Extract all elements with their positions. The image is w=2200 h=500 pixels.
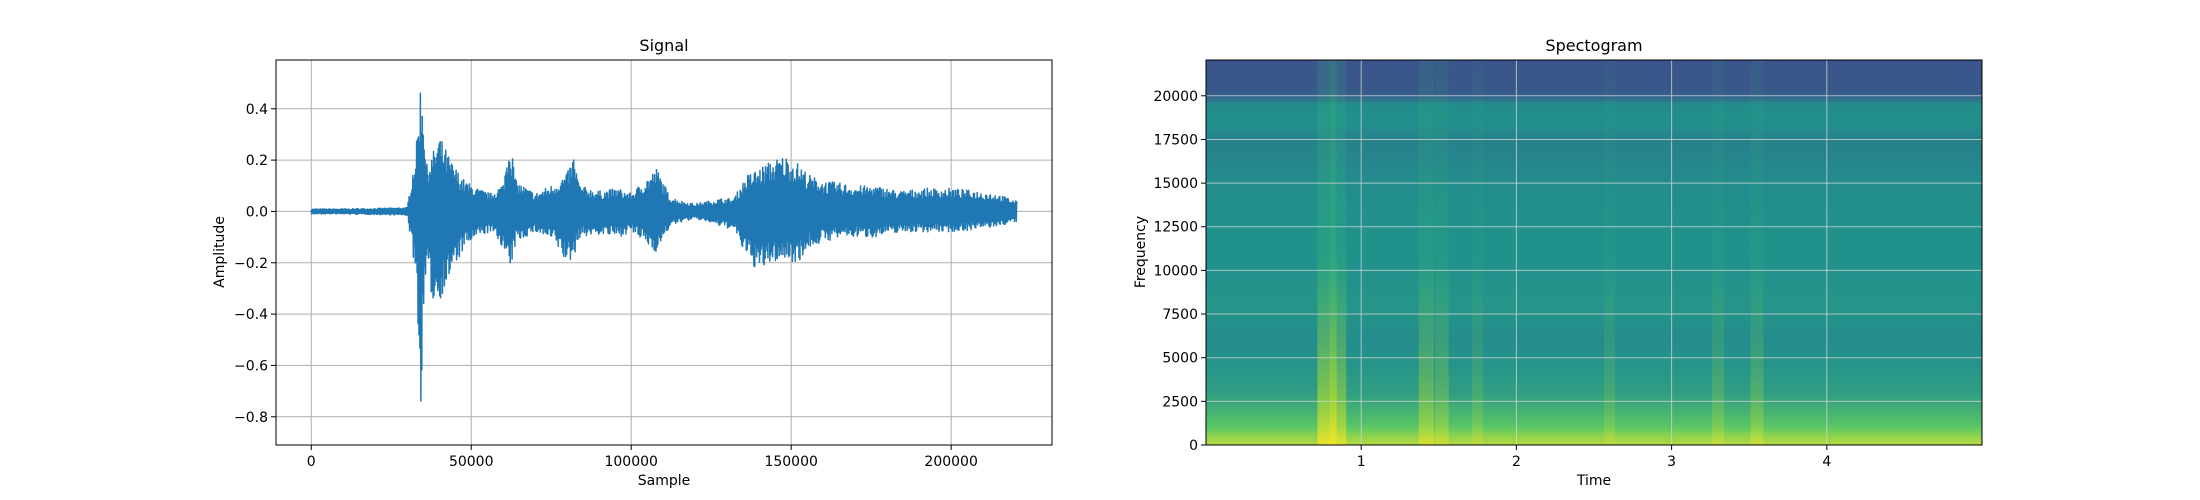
signal-title: Signal [639, 36, 688, 55]
spectrogram-y-tick-label: 7500 [1162, 307, 1198, 323]
spectrogram-x-tick-label: 1 [1357, 454, 1366, 470]
spectrogram-event-band [1603, 60, 1616, 445]
signal-y-tick-label: 0.4 [246, 102, 268, 118]
spectrogram-y-tick-label: 15000 [1153, 176, 1198, 192]
signal-plot-background [276, 60, 1052, 445]
signal-x-tick-label: 200000 [924, 454, 977, 470]
spectrogram-event-band [1435, 60, 1449, 445]
spectrogram-x-tick-label: 3 [1667, 454, 1676, 470]
spectrogram-y-tick-label: 12500 [1153, 220, 1198, 236]
signal-x-ticks: 0 50000 100000 150000 200000 [307, 445, 978, 470]
spectrogram-y-tick-label: 5000 [1162, 351, 1198, 367]
signal-y-tick-label: −0.4 [234, 307, 268, 323]
spectrogram-event-band [1750, 60, 1764, 445]
spectrogram-gridlines [1206, 60, 1982, 445]
signal-plot-frame [275, 59, 1053, 446]
spectrogram-events [1317, 60, 1764, 445]
spectrogram-event-band [1712, 60, 1725, 445]
signal-waveform-line [310, 92, 1018, 402]
spectrogram-x-tick-label: 2 [1512, 454, 1521, 470]
spectrogram-y-tick-label: 20000 [1153, 89, 1198, 105]
spectrogram-y-tick-label: 17500 [1153, 132, 1198, 148]
spectrogram-y-tick-label: 0 [1189, 438, 1198, 454]
spectrogram-title: Spectogram [1545, 36, 1642, 55]
spectrogram-y-tick-label: 2500 [1162, 394, 1198, 410]
signal-x-tick-label: 150000 [764, 454, 817, 470]
signal-x-tick-label: 50000 [449, 454, 494, 470]
signal-y-axis-label: Amplitude [212, 216, 228, 288]
spectrogram-x-axis-label: Time [1576, 473, 1611, 489]
spectrogram-y-ticks: 0 2500 5000 7500 10000 12500 15000 17500 20000 [1153, 89, 1206, 454]
spectrogram-x-tick-label: 4 [1822, 454, 1831, 470]
signal-y-ticks: −0.8 −0.6 −0.4 −0.2 0.0 0.2 0.4 [234, 102, 276, 426]
spectrogram-chart: 1 2 3 4 0 2500 5000 7500 10000 12500 15000 17500 20… [1133, 36, 1983, 489]
signal-y-tick-label: −0.6 [234, 358, 268, 374]
signal-y-tick-label: −0.2 [234, 256, 268, 272]
spectrogram-event-band [1418, 60, 1434, 445]
spectrogram-y-axis-label: Frequency [1133, 216, 1149, 288]
signal-x-tick-label: 0 [307, 454, 316, 470]
spectrogram-y-tick-label: 10000 [1153, 263, 1198, 279]
signal-series [310, 92, 1018, 402]
spectrogram-event-band [1329, 60, 1347, 445]
spectrogram-event-band [1472, 60, 1484, 445]
signal-y-tick-label: 0.2 [246, 153, 268, 169]
signal-x-axis-label: Sample [638, 473, 691, 489]
signal-chart: 0 50000 100000 150000 200000 −0.8−0.6−0.4−0.… [212, 36, 1053, 489]
signal-x-tick-label: 100000 [604, 454, 657, 470]
spectrogram-x-ticks: 1 2 3 4 [1357, 445, 1831, 470]
signal-y-tick-label: 0.0 [246, 204, 268, 220]
signal-y-tick-label: −0.8 [234, 410, 268, 426]
spectrogram-plot-frame [1205, 59, 1983, 446]
